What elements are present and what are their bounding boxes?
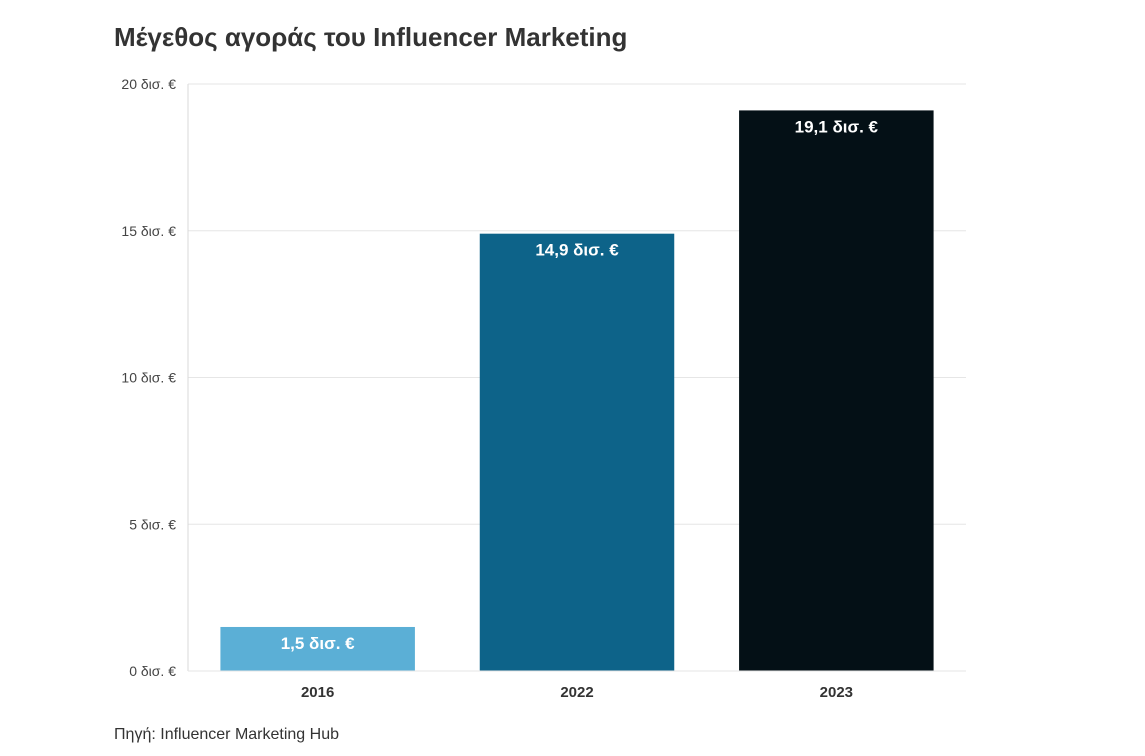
chart-title: Μέγεθος αγοράς του Influencer Marketing	[114, 22, 628, 52]
data-label: 1,5 δισ. €	[281, 634, 355, 653]
x-tick-label: 2022	[560, 684, 593, 701]
x-tick-label: 2023	[820, 684, 853, 701]
source-note: Πηγή: Influencer Marketing Hub	[114, 726, 339, 743]
y-tick-label: 15 δισ. €	[121, 223, 176, 239]
y-tick-label: 5 δισ. €	[129, 516, 176, 532]
bar-chart: 0 δισ. € 5 δισ. € 10 δισ. € 15 δισ. € 20 δισ…	[121, 76, 966, 701]
bar	[739, 110, 934, 672]
bar	[220, 626, 415, 671]
bar	[479, 233, 675, 671]
y-tick-label: 10 δισ. €	[121, 370, 176, 386]
y-tick-label: 0 δισ. €	[129, 663, 176, 679]
data-label: 19,1 δισ. €	[795, 117, 879, 136]
y-tick-label: 20 δισ. €	[121, 76, 176, 92]
data-label: 14,9 δισ. €	[535, 241, 619, 260]
x-tick-label: 2016	[301, 684, 334, 701]
